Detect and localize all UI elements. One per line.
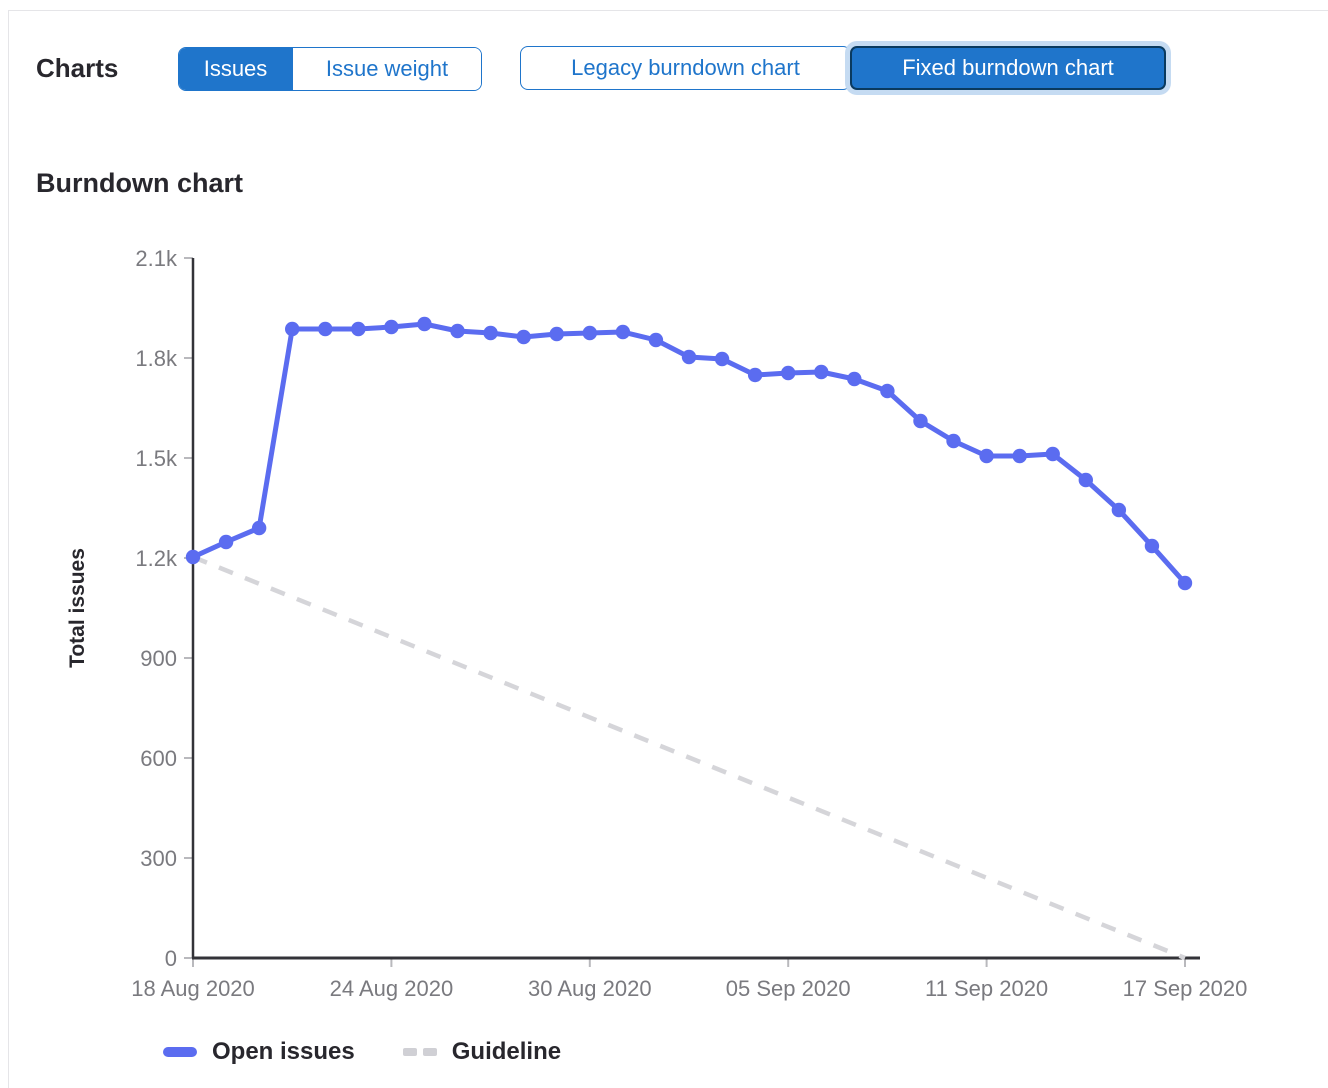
y-tick-label: 300 — [140, 846, 177, 871]
open-issues-point[interactable] — [384, 319, 399, 335]
open-issues-point[interactable] — [185, 549, 201, 565]
open-issues-point[interactable] — [417, 316, 432, 332]
chart-legend: Open issues Guideline — [163, 1038, 561, 1066]
legend-label: Open issues — [212, 1038, 355, 1065]
issues-toggle-button[interactable]: Issues — [179, 48, 292, 90]
open-issues-point[interactable] — [913, 413, 928, 429]
open-issues-point[interactable] — [979, 448, 994, 464]
y-axis-title: Total issues — [66, 548, 89, 668]
legend-label: Guideline — [451, 1038, 562, 1065]
legend-item-guideline: Guideline — [402, 1038, 562, 1066]
guideline-path — [192, 554, 1186, 961]
open-issues-point[interactable] — [1045, 446, 1060, 462]
open-issues-point[interactable] — [1111, 502, 1127, 518]
fixed-burndown-chart-button[interactable]: Fixed burndown chart — [850, 46, 1166, 90]
open-issues-point[interactable] — [251, 520, 267, 536]
x-tick-label: 18 Aug 2020 — [131, 976, 255, 1001]
open-issues-point[interactable] — [318, 321, 333, 337]
open-issues-point[interactable] — [714, 351, 730, 367]
y-tick-label: 0 — [165, 946, 177, 971]
burndown-chart-title: Burndown chart — [36, 168, 243, 198]
charts-heading: Charts — [36, 53, 119, 83]
chart-version-toggle-group: Legacy burndown chart Fixed burndown cha… — [520, 41, 1171, 95]
open-issues-point[interactable] — [483, 325, 498, 341]
open-issues-point[interactable] — [1078, 472, 1094, 488]
y-tick-label: 900 — [140, 646, 177, 671]
y-tick-label: 1.2k — [135, 546, 178, 571]
open-issues-point[interactable] — [681, 349, 697, 365]
y-tick-label: 1.5k — [135, 446, 178, 471]
open-issues-swatch-icon — [163, 1047, 197, 1057]
open-issues-point[interactable] — [450, 323, 465, 339]
x-tick-label: 30 Aug 2020 — [528, 976, 652, 1001]
legacy-burndown-chart-button[interactable]: Legacy burndown chart — [520, 46, 851, 90]
open-issues-point[interactable] — [285, 321, 300, 337]
x-tick-label: 17 Sep 2020 — [1123, 976, 1248, 1001]
open-issues-point[interactable] — [1012, 448, 1027, 464]
guideline-swatch-icon — [402, 1048, 437, 1056]
open-issues-point[interactable] — [814, 364, 829, 380]
open-issues-point[interactable] — [781, 365, 796, 381]
open-issues-point[interactable] — [582, 325, 597, 341]
open-issues-point[interactable] — [615, 324, 631, 340]
open-issues-point[interactable] — [1144, 538, 1160, 554]
open-issues-point[interactable] — [516, 329, 531, 345]
open-issues-point[interactable] — [747, 367, 763, 383]
page-frame — [8, 10, 1328, 1088]
fixed-burndown-focus-ring: Fixed burndown chart — [845, 41, 1171, 95]
open-issues-point[interactable] — [880, 383, 895, 399]
metric-toggle-group: Issues Issue weight — [178, 47, 482, 91]
open-issues-point[interactable] — [847, 371, 862, 387]
y-tick-label: 600 — [140, 746, 177, 771]
open-issues-point[interactable] — [549, 326, 564, 342]
y-tick-label: 1.8k — [135, 346, 178, 371]
x-tick-label: 11 Sep 2020 — [925, 976, 1048, 1001]
open-issues-point[interactable] — [648, 332, 664, 348]
x-tick-label: 05 Sep 2020 — [726, 976, 851, 1001]
open-issues-point[interactable] — [946, 433, 961, 449]
open-issues-point[interactable] — [218, 534, 234, 550]
open-issues-point[interactable] — [1177, 575, 1193, 591]
issue-weight-toggle-button[interactable]: Issue weight — [292, 48, 481, 90]
x-tick-label: 24 Aug 2020 — [330, 976, 454, 1001]
legend-item-open-issues: Open issues — [163, 1038, 355, 1066]
y-tick-label: 2.1k — [135, 246, 178, 271]
open-issues-point[interactable] — [351, 321, 366, 337]
